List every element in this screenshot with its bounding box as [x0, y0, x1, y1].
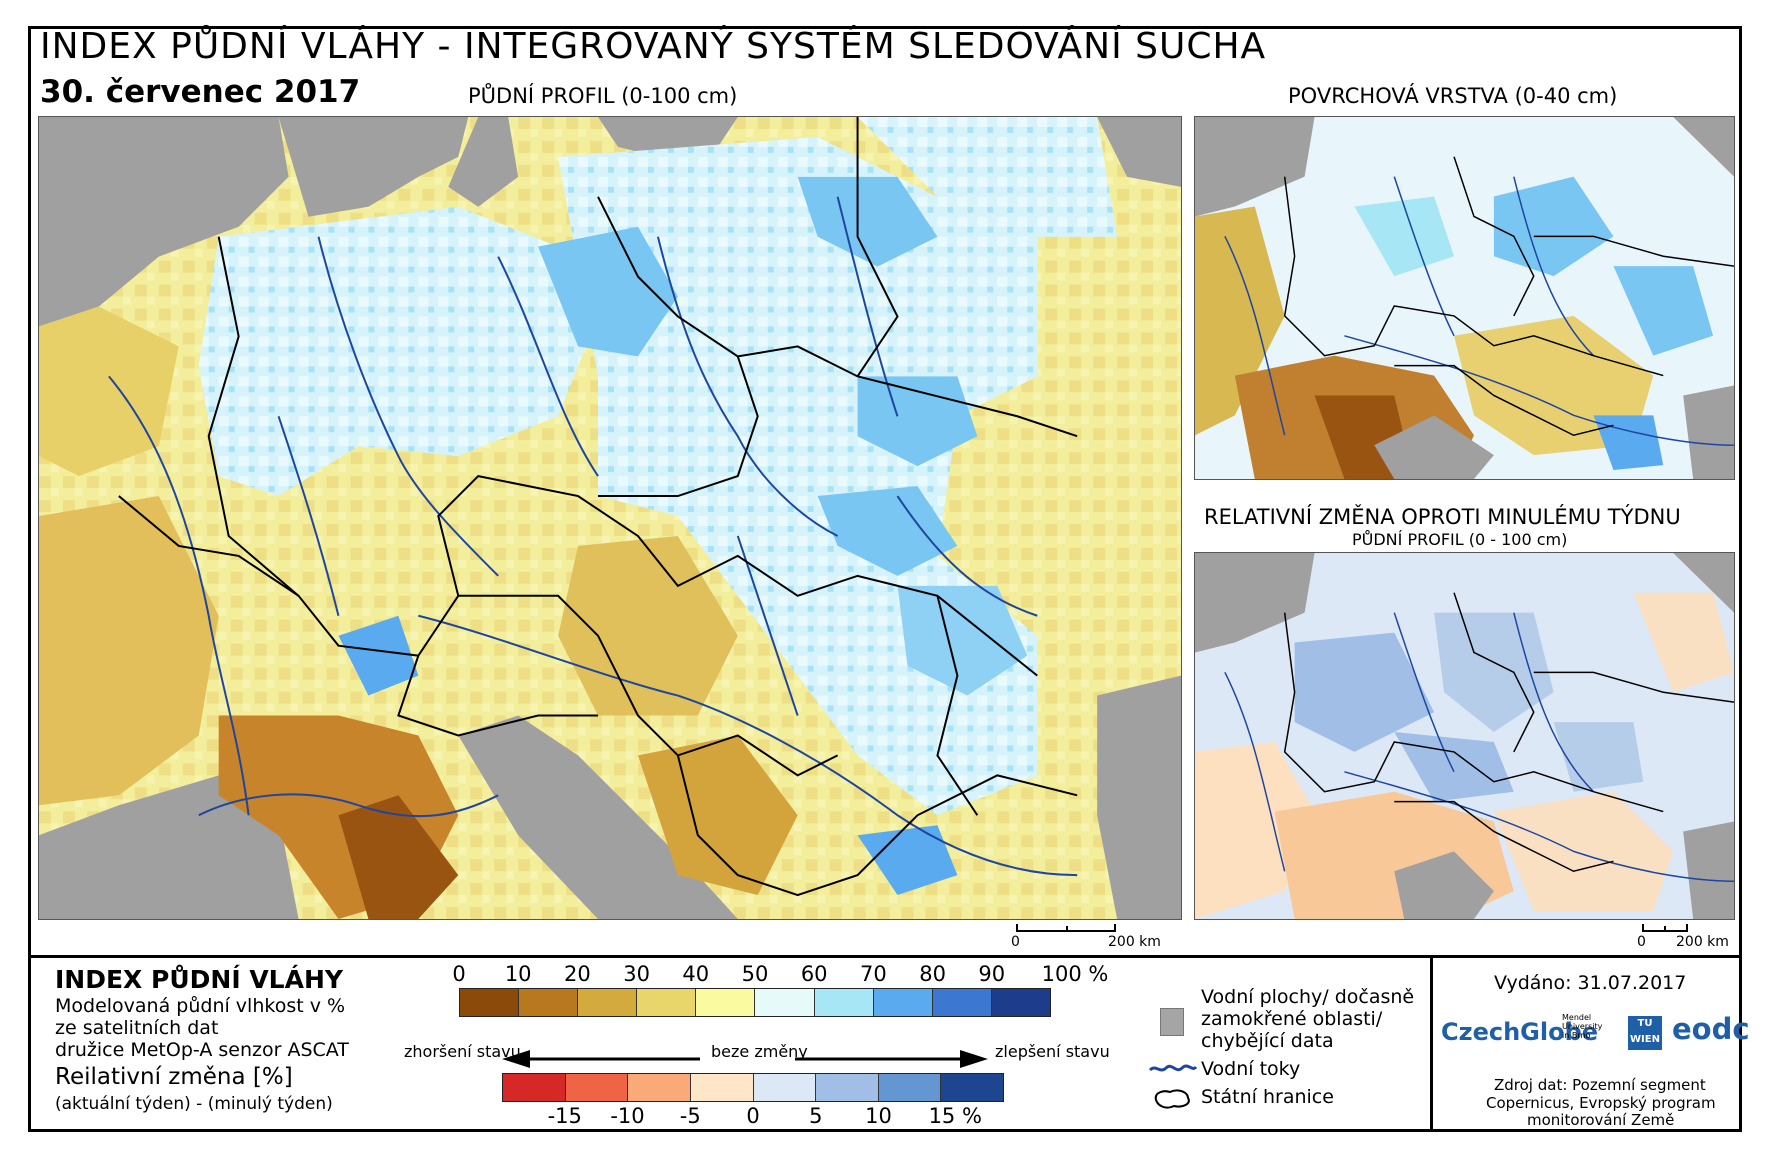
index-tick-label: 10 — [504, 962, 532, 986]
main-soil-moisture-map — [38, 116, 1182, 920]
legend-desc-1: Modelovaná půdní vlhkost v % — [55, 995, 346, 1017]
relative-change-map — [1194, 552, 1735, 920]
index-tick-label: 20 — [564, 962, 591, 986]
surface-map-title: POVRCHOVÁ VRSTVA (0-40 cm) — [1288, 84, 1618, 108]
source-line-1: Zdroj dat: Pozemní segment — [1494, 1076, 1706, 1094]
index-color-swatch — [873, 989, 933, 1016]
missing-data-swatch — [1160, 1008, 1184, 1036]
border-symbol-icon — [1154, 1089, 1190, 1109]
index-color-swatch — [460, 989, 520, 1016]
main-scale-zero: 0 — [1011, 934, 1020, 950]
legend-change-desc: (aktuální týden) - (minulý týden) — [55, 1094, 333, 1114]
source-line-2: Copernicus, Evropský program — [1486, 1094, 1716, 1112]
source-line-3: monitorování Země — [1527, 1111, 1675, 1129]
index-tick-label: 0 — [452, 962, 466, 986]
index-color-swatch — [991, 989, 1050, 1016]
arrow-left-label: zhoršení stavu — [404, 1042, 521, 1061]
borders-label: Státní hranice — [1201, 1086, 1334, 1108]
index-color-swatch — [814, 989, 874, 1016]
missing-data-label-3: chybějící data — [1201, 1030, 1334, 1052]
surface-layer-map — [1194, 116, 1735, 480]
eodc-logo: eodc — [1672, 1012, 1750, 1046]
change-tick-label: -10 — [610, 1104, 645, 1128]
index-color-swatch — [932, 989, 992, 1016]
change-color-swatch — [878, 1074, 942, 1101]
change-tick-label: -15 — [547, 1104, 582, 1128]
change-map-subtitle: PŮDNÍ PROFIL (0 - 100 cm) — [1352, 530, 1568, 549]
missing-data-label-2: zamokřené oblasti/ — [1201, 1008, 1383, 1030]
issued-date: Vydáno: 31.07.2017 — [1494, 972, 1687, 994]
index-tick-label: 80 — [919, 962, 946, 986]
legend-change-title: Reilativní změna [%] — [55, 1064, 293, 1090]
page-title: INDEX PŮDNÍ VLÁHY - INTEGROVANÝ SYSTÉM S… — [40, 26, 1267, 67]
legend-title: INDEX PŮDNÍ VLÁHY — [55, 965, 343, 994]
small-scale-zero: 0 — [1637, 934, 1646, 950]
change-map-title: RELATIVNÍ ZMĚNA OPROTI MINULÉMU TÝDNU — [1204, 505, 1681, 529]
river-symbol-icon — [1148, 1064, 1198, 1072]
change-tick-label: 10 — [865, 1104, 892, 1128]
main-scale-label: 200 km — [1108, 934, 1161, 950]
change-tick-label: 0 — [746, 1104, 760, 1128]
arrow-right-label: zlepšení stavu — [995, 1042, 1110, 1061]
missing-data-label-1: Vodní plochy/ dočasně — [1201, 986, 1415, 1008]
index-tick-label: 60 — [800, 962, 828, 986]
change-color-swatch — [816, 1074, 879, 1101]
small-scale-label: 200 km — [1676, 934, 1729, 950]
change-tick-label: -5 — [679, 1104, 701, 1128]
tu-wien-logo: TU WIEN — [1628, 1016, 1662, 1050]
index-tick-label: 40 — [682, 962, 710, 986]
czechglobe-logo: CzechGlobe — [1441, 1018, 1599, 1046]
index-color-swatch — [578, 989, 638, 1016]
change-color-bar — [502, 1073, 1004, 1102]
change-tick-label: 15 % — [928, 1104, 982, 1128]
main-map-title: PŮDNÍ PROFIL (0-100 cm) — [468, 84, 738, 108]
change-color-swatch — [753, 1074, 817, 1101]
change-color-swatch — [565, 1074, 629, 1101]
index-color-swatch — [755, 989, 815, 1016]
index-color-swatch — [696, 989, 756, 1016]
mendel-logo: Mendel University in Brno — [1562, 1013, 1603, 1040]
arrow-mid-label: beze změny — [711, 1042, 808, 1061]
index-tick-label: 70 — [860, 962, 887, 986]
change-color-swatch — [628, 1074, 691, 1101]
change-color-swatch — [690, 1074, 754, 1101]
legend-right-divider — [1430, 957, 1433, 1130]
index-color-swatch — [519, 989, 579, 1016]
change-tick-label: 5 — [809, 1104, 823, 1128]
index-tick-label: 90 — [978, 962, 1006, 986]
index-color-bar — [459, 988, 1051, 1017]
legend-desc-2: ze satelitních dat — [55, 1017, 219, 1039]
index-tick-label: 30 — [623, 962, 650, 986]
change-color-swatch — [941, 1074, 1003, 1101]
change-color-swatch — [503, 1074, 566, 1101]
index-tick-label: 50 — [741, 962, 769, 986]
legend-top-divider — [30, 955, 1740, 958]
legend-desc-3: družice MetOp-A senzor ASCAT — [55, 1039, 349, 1061]
trend-arrows — [502, 1050, 988, 1068]
date-label: 30. červenec 2017 — [40, 74, 361, 110]
index-tick-label: 100 % — [1041, 962, 1109, 986]
rivers-label: Vodní toky — [1201, 1058, 1301, 1080]
index-color-swatch — [637, 989, 697, 1016]
